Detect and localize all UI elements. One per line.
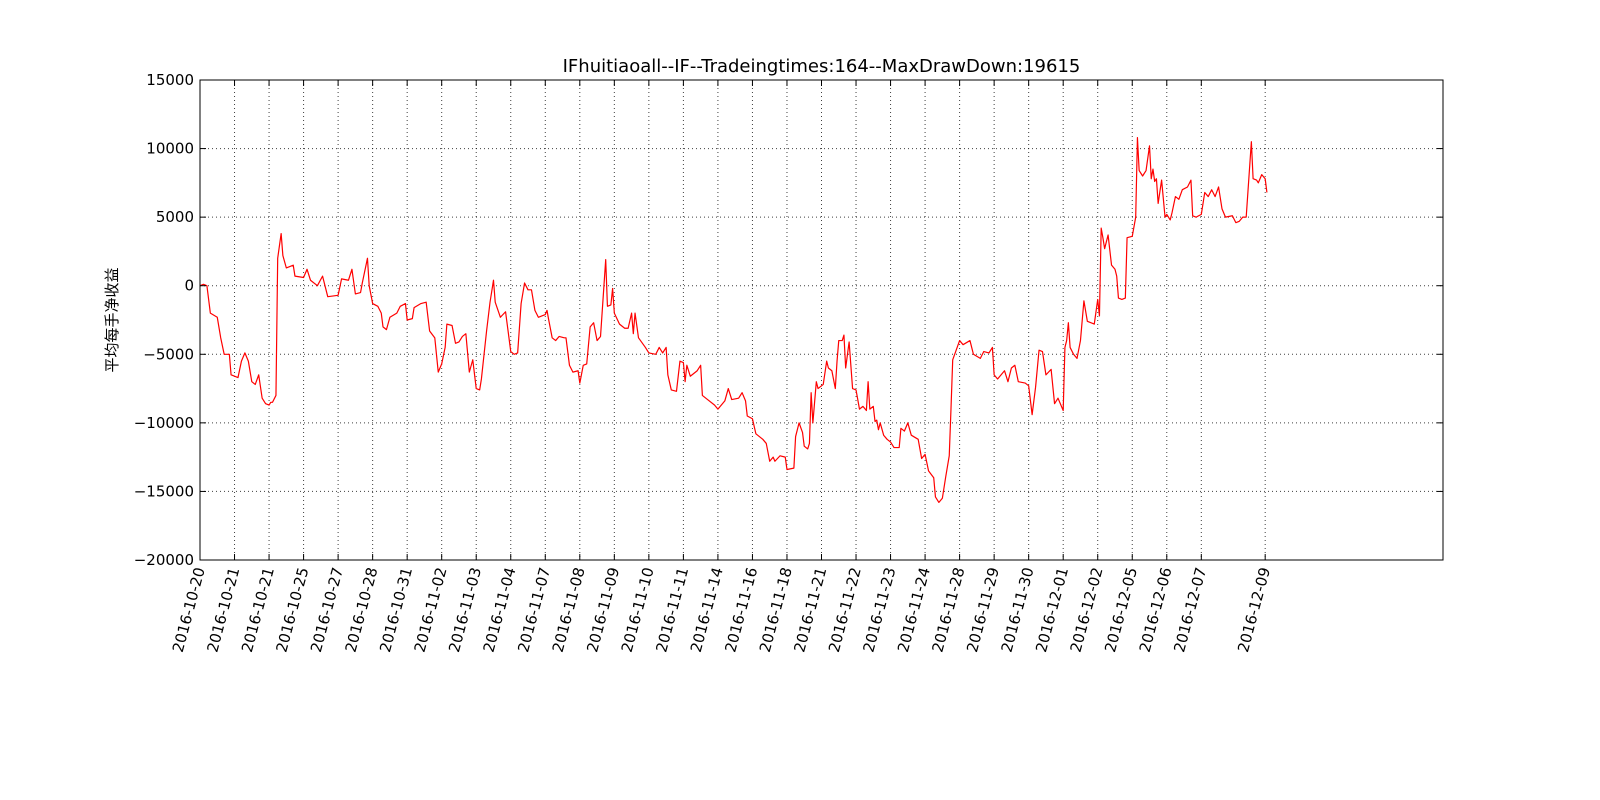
- x-tick-label: 2016-11-10: [618, 565, 658, 654]
- x-tick-label: 2016-12-05: [1101, 565, 1141, 654]
- x-tick-label: 2016-11-28: [929, 565, 969, 654]
- x-tick-label: 2016-10-21: [238, 565, 278, 654]
- grid-lines: [199, 80, 1443, 560]
- x-axis-ticks: 2016-10-202016-10-212016-10-212016-10-25…: [169, 80, 1274, 654]
- x-tick-label: 2016-12-02: [1067, 565, 1107, 654]
- x-tick-label: 2016-12-09: [1234, 565, 1274, 654]
- x-tick-label: 2016-11-02: [411, 565, 451, 654]
- x-tick-label: 2016-11-30: [998, 565, 1038, 654]
- x-tick-label: 2016-10-20: [169, 565, 209, 654]
- y-tick-label: 15000: [146, 71, 194, 89]
- y-axis-ticks: −20000 −15000 −10000 −5000 0 5000 10000 15000: [134, 71, 1443, 569]
- x-tick-label: 2016-11-29: [963, 565, 1003, 654]
- y-tick-label: 10000: [146, 140, 194, 158]
- x-tick-label: 2016-11-21: [790, 565, 830, 654]
- series-line: [199, 137, 1268, 503]
- x-tick-label: 2016-11-16: [721, 565, 761, 654]
- x-tick-label: 2016-11-04: [480, 565, 520, 654]
- y-tick-label: −15000: [134, 482, 194, 500]
- x-tick-label: 2016-11-18: [756, 565, 796, 654]
- x-tick-label: 2016-11-07: [514, 565, 554, 654]
- x-tick-label: 2016-11-09: [583, 565, 623, 654]
- x-tick-label: 2016-10-21: [203, 565, 243, 654]
- x-tick-label: 2016-11-14: [687, 565, 727, 654]
- y-axis-label: 平均每手净收益: [103, 267, 121, 372]
- x-tick-label: 2016-10-31: [376, 565, 416, 654]
- x-tick-label: 2016-11-22: [825, 565, 865, 654]
- series-layer: [199, 137, 1268, 503]
- x-tick-label: 2016-11-24: [894, 565, 934, 654]
- y-tick-label: −20000: [134, 551, 194, 569]
- x-tick-label: 2016-10-27: [307, 565, 347, 654]
- x-tick-label: 2016-11-08: [549, 565, 589, 654]
- chart-title: IFhuitiaoall--IF--Tradeingtimes:164--Max…: [563, 56, 1081, 77]
- y-tick-label: 0: [184, 277, 194, 295]
- y-tick-label: 5000: [156, 208, 194, 226]
- x-tick-label: 2016-11-11: [652, 565, 692, 654]
- x-tick-label: 2016-12-06: [1136, 565, 1176, 654]
- x-tick-label: 2016-12-07: [1170, 565, 1210, 654]
- y-tick-label: −5000: [143, 345, 194, 363]
- x-tick-label: 2016-10-28: [342, 565, 382, 654]
- x-tick-label: 2016-12-01: [1032, 565, 1072, 654]
- x-tick-label: 2016-11-03: [445, 565, 485, 654]
- x-tick-label: 2016-11-23: [859, 565, 899, 654]
- x-tick-label: 2016-10-25: [272, 565, 312, 654]
- y-tick-label: −10000: [134, 414, 194, 432]
